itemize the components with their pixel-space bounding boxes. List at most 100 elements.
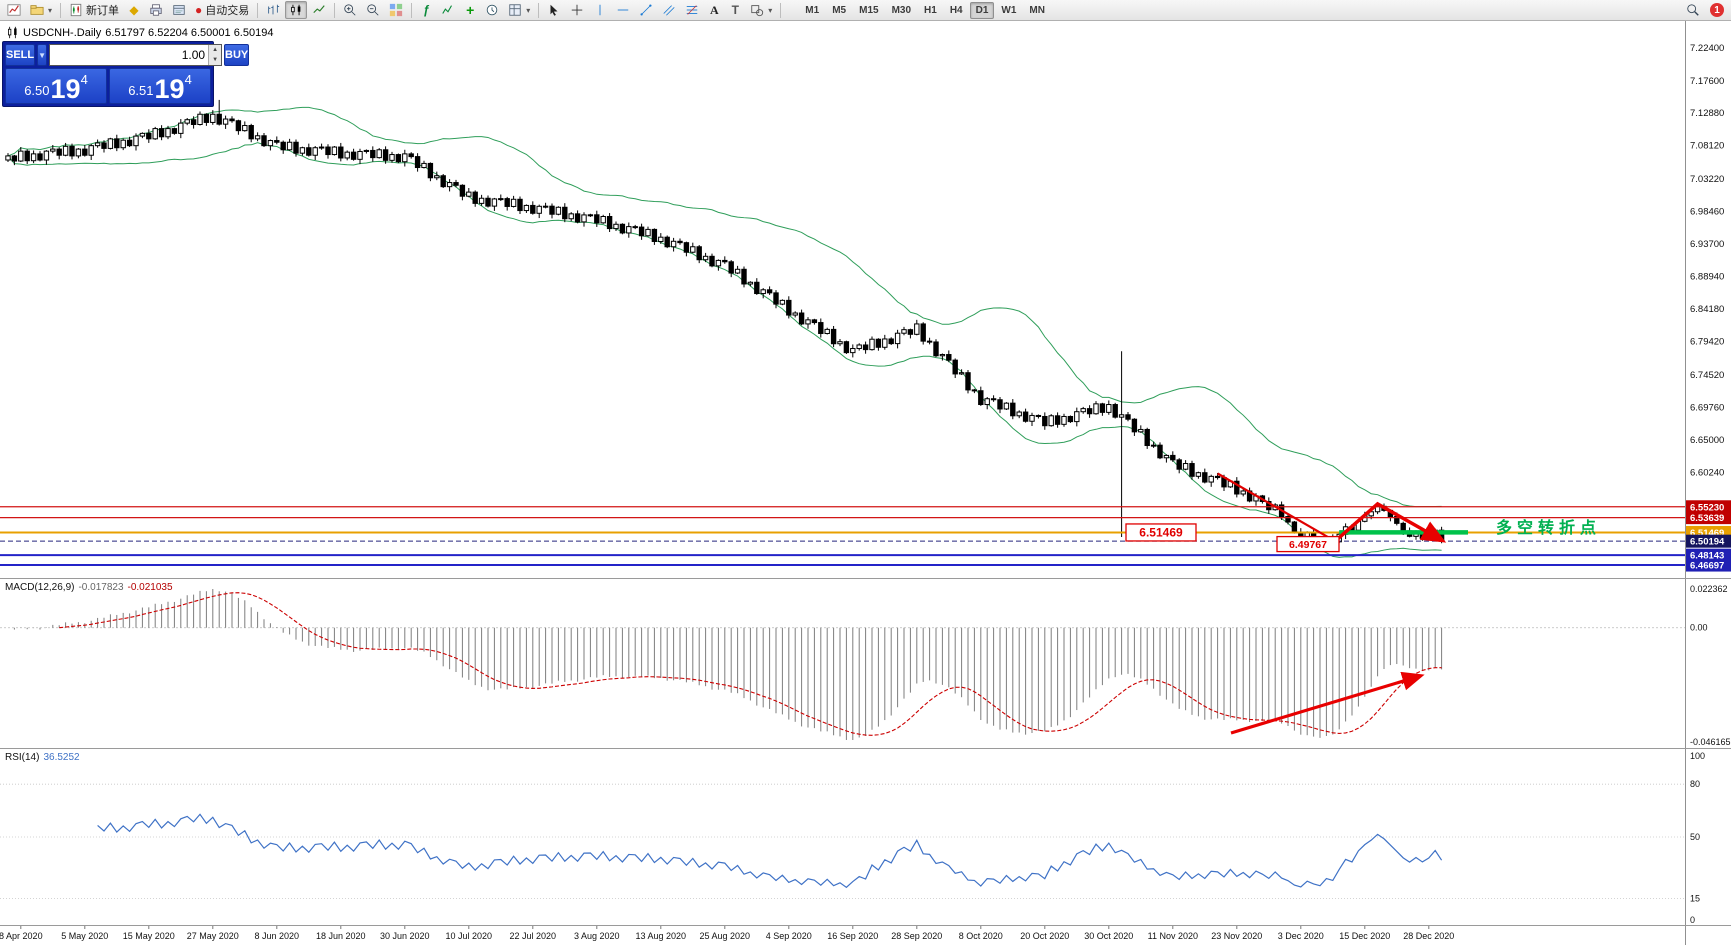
chart-annotations[interactable]: 6.51469 6.49767 (1125, 472, 1468, 735)
timeframe-m5-button[interactable]: M5 (826, 2, 852, 19)
crosshair-icon (572, 4, 583, 16)
svg-text:13 Aug 2020: 13 Aug 2020 (636, 931, 687, 941)
svg-text:20 Oct 2020: 20 Oct 2020 (1020, 931, 1069, 941)
main-toolbar: ▾ 新订单 ◆ ● 自动交易 ƒ + ▾ (0, 0, 1731, 21)
svg-text:50: 50 (1690, 832, 1700, 842)
shapes-button[interactable]: ▾ (746, 1, 776, 19)
pane-separators[interactable] (0, 578, 1731, 926)
bid-pip-digit: 4 (80, 72, 88, 87)
indicators-icon: ƒ (422, 3, 430, 17)
new-order-button[interactable]: 新订单 (65, 1, 123, 19)
svg-text:3 Dec 2020: 3 Dec 2020 (1278, 931, 1324, 941)
horizontal-line-icon (618, 9, 629, 11)
toolbar-separator (60, 2, 62, 18)
volume-input[interactable] (50, 45, 209, 65)
metaeditor-icon: ◆ (129, 3, 139, 17)
channel-button[interactable] (658, 1, 680, 19)
text-icon: A (709, 3, 719, 17)
annotation-text-note[interactable]: 多空转折点 (1496, 520, 1602, 537)
svg-text:6.69760: 6.69760 (1690, 403, 1724, 414)
toolbar-separator (780, 2, 782, 18)
text-button[interactable]: A (704, 1, 724, 19)
rsi-name: RSI(14) (5, 752, 40, 763)
sell-price-button[interactable]: 6.50 19 4 (5, 68, 107, 104)
svg-text:0: 0 (1690, 915, 1695, 925)
new-chart-button[interactable] (3, 1, 25, 19)
svg-text:7.03220: 7.03220 (1690, 174, 1724, 185)
line-chart-button[interactable] (308, 1, 330, 19)
svg-text:22 Jul 2020: 22 Jul 2020 (510, 931, 557, 941)
svg-text:6.84180: 6.84180 (1690, 304, 1724, 315)
fibonacci-button[interactable] (681, 1, 703, 19)
buy-button[interactable]: BUY (224, 44, 250, 66)
bar-chart-button[interactable] (262, 1, 284, 19)
period-button[interactable] (481, 1, 503, 19)
toolbar-separator (257, 2, 259, 18)
svg-text:6.98460: 6.98460 (1690, 207, 1724, 218)
add-indicator-icon: + (466, 2, 475, 18)
sell-button[interactable]: SELL (5, 44, 36, 66)
new-order-label: 新订单 (86, 5, 120, 17)
svg-text:15 May 2020: 15 May 2020 (123, 931, 175, 941)
toolbar-right-group: 1 (1682, 1, 1728, 19)
svg-text:6.51469: 6.51469 (1139, 525, 1183, 539)
templates-button[interactable]: ▾ (504, 1, 534, 19)
vertical-line-button[interactable] (589, 1, 611, 19)
timeframe-h1-button[interactable]: H1 (918, 2, 943, 19)
timeframe-m1-button[interactable]: M1 (799, 2, 825, 19)
indicators-button[interactable]: ƒ (416, 1, 436, 19)
bid-big-digits: 19 (50, 74, 81, 105)
volume-down-button[interactable]: ▼ (209, 55, 222, 65)
autotrade-status-icon: ● (195, 3, 203, 17)
tile-windows-button[interactable] (385, 1, 407, 19)
timeframe-mn-button[interactable]: MN (1023, 2, 1051, 19)
profiles-button[interactable]: ▾ (26, 1, 56, 19)
ask-pip-digit: 4 (184, 72, 192, 87)
print-button[interactable] (145, 1, 167, 19)
zoom-out-button[interactable] (362, 1, 384, 19)
text-label-button[interactable]: T (725, 1, 745, 19)
print-icon (150, 4, 162, 16)
timeframe-h4-button[interactable]: H4 (944, 2, 969, 19)
line-chart-icon (313, 5, 325, 14)
timeframe-m30-button[interactable]: M30 (886, 2, 917, 19)
search-button[interactable] (1682, 1, 1704, 19)
zoom-in-button[interactable] (339, 1, 361, 19)
price-axis[interactable]: 7.22400 7.17600 7.12880 7.08120 7.03220 6.984… (1685, 21, 1731, 945)
search-icon (1687, 4, 1699, 16)
candlestick-chart-button[interactable] (285, 1, 308, 19)
buy-price-button[interactable]: 6.51 19 4 (109, 68, 211, 104)
bid-prefix: 6.50 (24, 83, 50, 98)
svg-text:100: 100 (1690, 751, 1705, 761)
macd-pane: 0.022362 0.00 -0.046165 (0, 584, 1731, 747)
trendline-button[interactable] (635, 1, 657, 19)
price-annotation-box[interactable] (1125, 523, 1197, 542)
timeframe-toolbar: M1 M5 M15 M30 H1 H4 D1 W1 MN (799, 1, 1051, 19)
svg-text:6.51469: 6.51469 (1690, 528, 1724, 539)
crosshair-button[interactable] (566, 1, 588, 19)
svg-text:5 May 2020: 5 May 2020 (61, 931, 108, 941)
terminal-button[interactable] (168, 1, 190, 19)
svg-text:6.74520: 6.74520 (1690, 370, 1724, 381)
add-indicator-button[interactable]: + (460, 1, 480, 19)
horizontal-line-button[interactable] (612, 1, 634, 19)
candlestick-chart-icon (291, 4, 301, 16)
svg-text:7.08120: 7.08120 (1690, 141, 1724, 152)
cursor-icon (550, 4, 558, 16)
zoom-in-icon (344, 4, 356, 16)
timeframe-w1-button[interactable]: W1 (995, 2, 1022, 19)
cursor-button[interactable] (543, 1, 565, 19)
timeframe-m15-button[interactable]: M15 (853, 2, 884, 19)
metaeditor-button[interactable]: ◆ (124, 1, 144, 19)
notification-badge[interactable]: 1 (1710, 3, 1724, 17)
objects-list-button[interactable] (437, 1, 459, 19)
svg-text:18 Jun 2020: 18 Jun 2020 (316, 931, 366, 941)
date-axis[interactable]: 8 Apr 2020 5 May 2020 15 May 2020 27 May 20… (0, 926, 1454, 941)
macd-main-value: -0.017823 (78, 582, 124, 593)
order-type-dropdown[interactable]: ▼ (37, 44, 48, 66)
price-annotation-box[interactable] (1276, 535, 1340, 553)
timeframe-d1-button[interactable]: D1 (969, 1, 995, 19)
autotrade-button[interactable]: ● 自动交易 (191, 1, 253, 19)
volume-up-button[interactable]: ▲ (209, 45, 222, 55)
